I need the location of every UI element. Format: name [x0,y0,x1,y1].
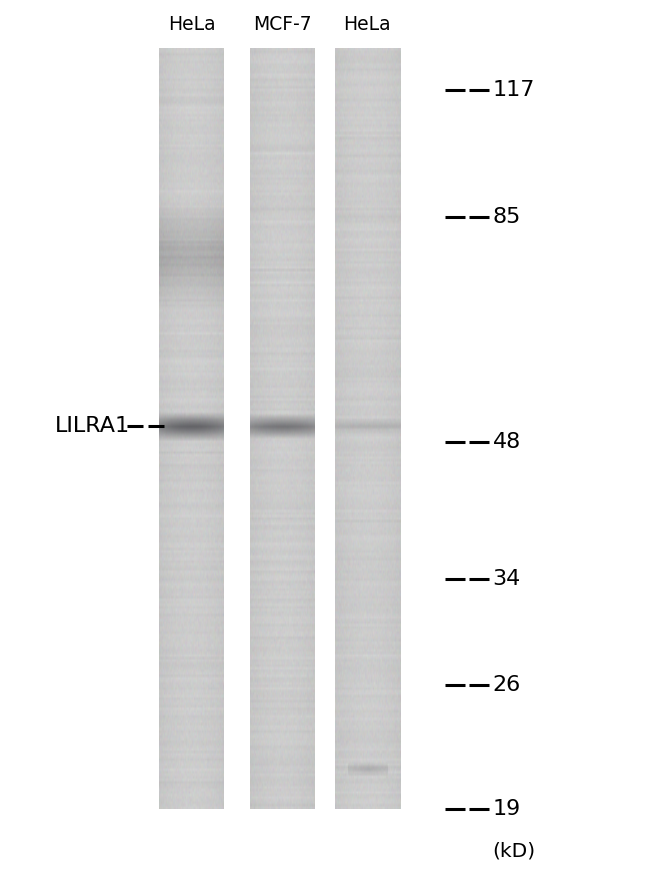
Text: MCF-7: MCF-7 [254,15,312,34]
Text: 85: 85 [493,207,521,226]
Text: 48: 48 [493,432,521,453]
Text: (kD): (kD) [493,842,536,861]
Text: 34: 34 [493,568,521,589]
Text: HeLa: HeLa [343,15,391,34]
Text: 26: 26 [493,674,521,695]
Text: LILRA1: LILRA1 [55,416,131,437]
Text: 117: 117 [493,80,535,101]
Text: HeLa: HeLa [168,15,216,34]
Text: 19: 19 [493,798,521,819]
